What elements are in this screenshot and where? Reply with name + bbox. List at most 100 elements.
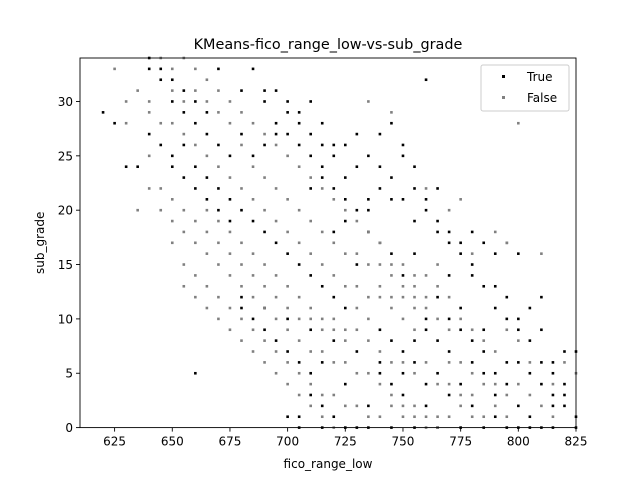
data-point bbox=[424, 404, 428, 408]
data-point bbox=[147, 67, 151, 71]
data-point bbox=[551, 371, 555, 375]
data-point bbox=[274, 241, 278, 245]
data-point bbox=[251, 67, 255, 71]
data-point bbox=[309, 306, 312, 310]
legend-marker-false bbox=[502, 96, 505, 99]
data-point bbox=[263, 132, 266, 136]
data-point bbox=[159, 121, 163, 125]
data-point bbox=[309, 100, 312, 103]
data-point bbox=[528, 371, 532, 375]
data-point bbox=[286, 198, 289, 201]
data-point bbox=[436, 230, 439, 234]
data-point bbox=[170, 78, 174, 82]
data-point bbox=[320, 415, 324, 419]
data-point bbox=[159, 187, 163, 190]
data-point bbox=[563, 350, 566, 353]
data-point bbox=[309, 404, 312, 408]
data-point bbox=[332, 154, 336, 158]
data-point bbox=[401, 361, 405, 364]
data-point bbox=[332, 274, 336, 277]
chart-title: KMeans-fico_range_low-vs-sub_grade bbox=[194, 37, 463, 53]
data-point bbox=[344, 284, 347, 288]
data-point bbox=[147, 154, 151, 158]
data-point bbox=[274, 350, 278, 353]
data-point bbox=[182, 100, 186, 103]
data-point bbox=[344, 361, 347, 364]
data-point bbox=[274, 187, 278, 190]
data-point bbox=[228, 230, 232, 234]
data-point bbox=[517, 404, 520, 408]
data-point bbox=[447, 382, 451, 386]
data-point bbox=[309, 219, 312, 223]
data-point bbox=[482, 415, 486, 419]
x-axis-label: fico_range_low bbox=[284, 457, 373, 471]
data-point bbox=[436, 317, 439, 321]
data-point bbox=[286, 132, 289, 136]
data-point bbox=[320, 404, 324, 408]
data-point bbox=[217, 263, 220, 266]
data-point bbox=[297, 208, 301, 212]
data-point bbox=[390, 111, 393, 114]
data-point bbox=[136, 208, 139, 212]
data-point bbox=[205, 132, 209, 136]
data-point bbox=[505, 393, 509, 397]
data-point bbox=[482, 350, 486, 353]
data-point bbox=[355, 263, 359, 266]
data-point bbox=[332, 339, 336, 342]
data-point bbox=[528, 361, 532, 364]
legend-label-false: False bbox=[527, 91, 557, 105]
data-point bbox=[470, 328, 474, 332]
data-point bbox=[251, 328, 255, 332]
data-point bbox=[563, 393, 566, 397]
data-point bbox=[424, 78, 428, 82]
data-point bbox=[240, 111, 243, 114]
data-point bbox=[217, 295, 220, 299]
data-point bbox=[286, 415, 289, 419]
data-point bbox=[194, 295, 197, 299]
data-point bbox=[470, 415, 474, 419]
data-point bbox=[263, 208, 266, 212]
data-point bbox=[182, 230, 186, 234]
data-point bbox=[309, 154, 312, 158]
data-point bbox=[274, 132, 278, 136]
data-point bbox=[297, 371, 301, 375]
data-point bbox=[390, 393, 393, 397]
data-point bbox=[413, 295, 416, 299]
data-point bbox=[459, 382, 462, 386]
data-point bbox=[240, 132, 243, 136]
data-point bbox=[493, 371, 497, 375]
data-point bbox=[182, 143, 186, 147]
data-point bbox=[182, 284, 186, 288]
data-point bbox=[297, 295, 301, 299]
data-point bbox=[309, 132, 312, 136]
y-tick-label: 20 bbox=[58, 204, 73, 218]
data-point bbox=[355, 371, 359, 375]
data-point bbox=[378, 132, 382, 136]
data-point bbox=[459, 198, 462, 201]
data-point bbox=[182, 176, 186, 179]
data-point bbox=[263, 143, 266, 147]
data-point bbox=[309, 382, 312, 386]
data-point bbox=[401, 198, 405, 201]
data-point bbox=[344, 143, 347, 147]
data-point bbox=[517, 121, 520, 125]
data-point bbox=[367, 415, 370, 419]
data-point bbox=[482, 284, 486, 288]
data-point bbox=[401, 317, 405, 321]
data-point bbox=[482, 371, 486, 375]
data-point bbox=[136, 165, 139, 169]
data-point bbox=[297, 339, 301, 342]
data-point bbox=[401, 350, 405, 353]
data-point bbox=[367, 317, 370, 321]
data-point bbox=[297, 143, 301, 147]
data-point bbox=[540, 382, 543, 386]
data-point bbox=[482, 328, 486, 332]
data-point bbox=[170, 67, 174, 71]
data-point bbox=[320, 350, 324, 353]
data-point bbox=[470, 393, 474, 397]
data-point bbox=[551, 382, 555, 386]
data-point bbox=[378, 165, 382, 169]
data-point bbox=[459, 393, 462, 397]
data-point bbox=[159, 78, 163, 82]
data-point bbox=[517, 317, 520, 321]
